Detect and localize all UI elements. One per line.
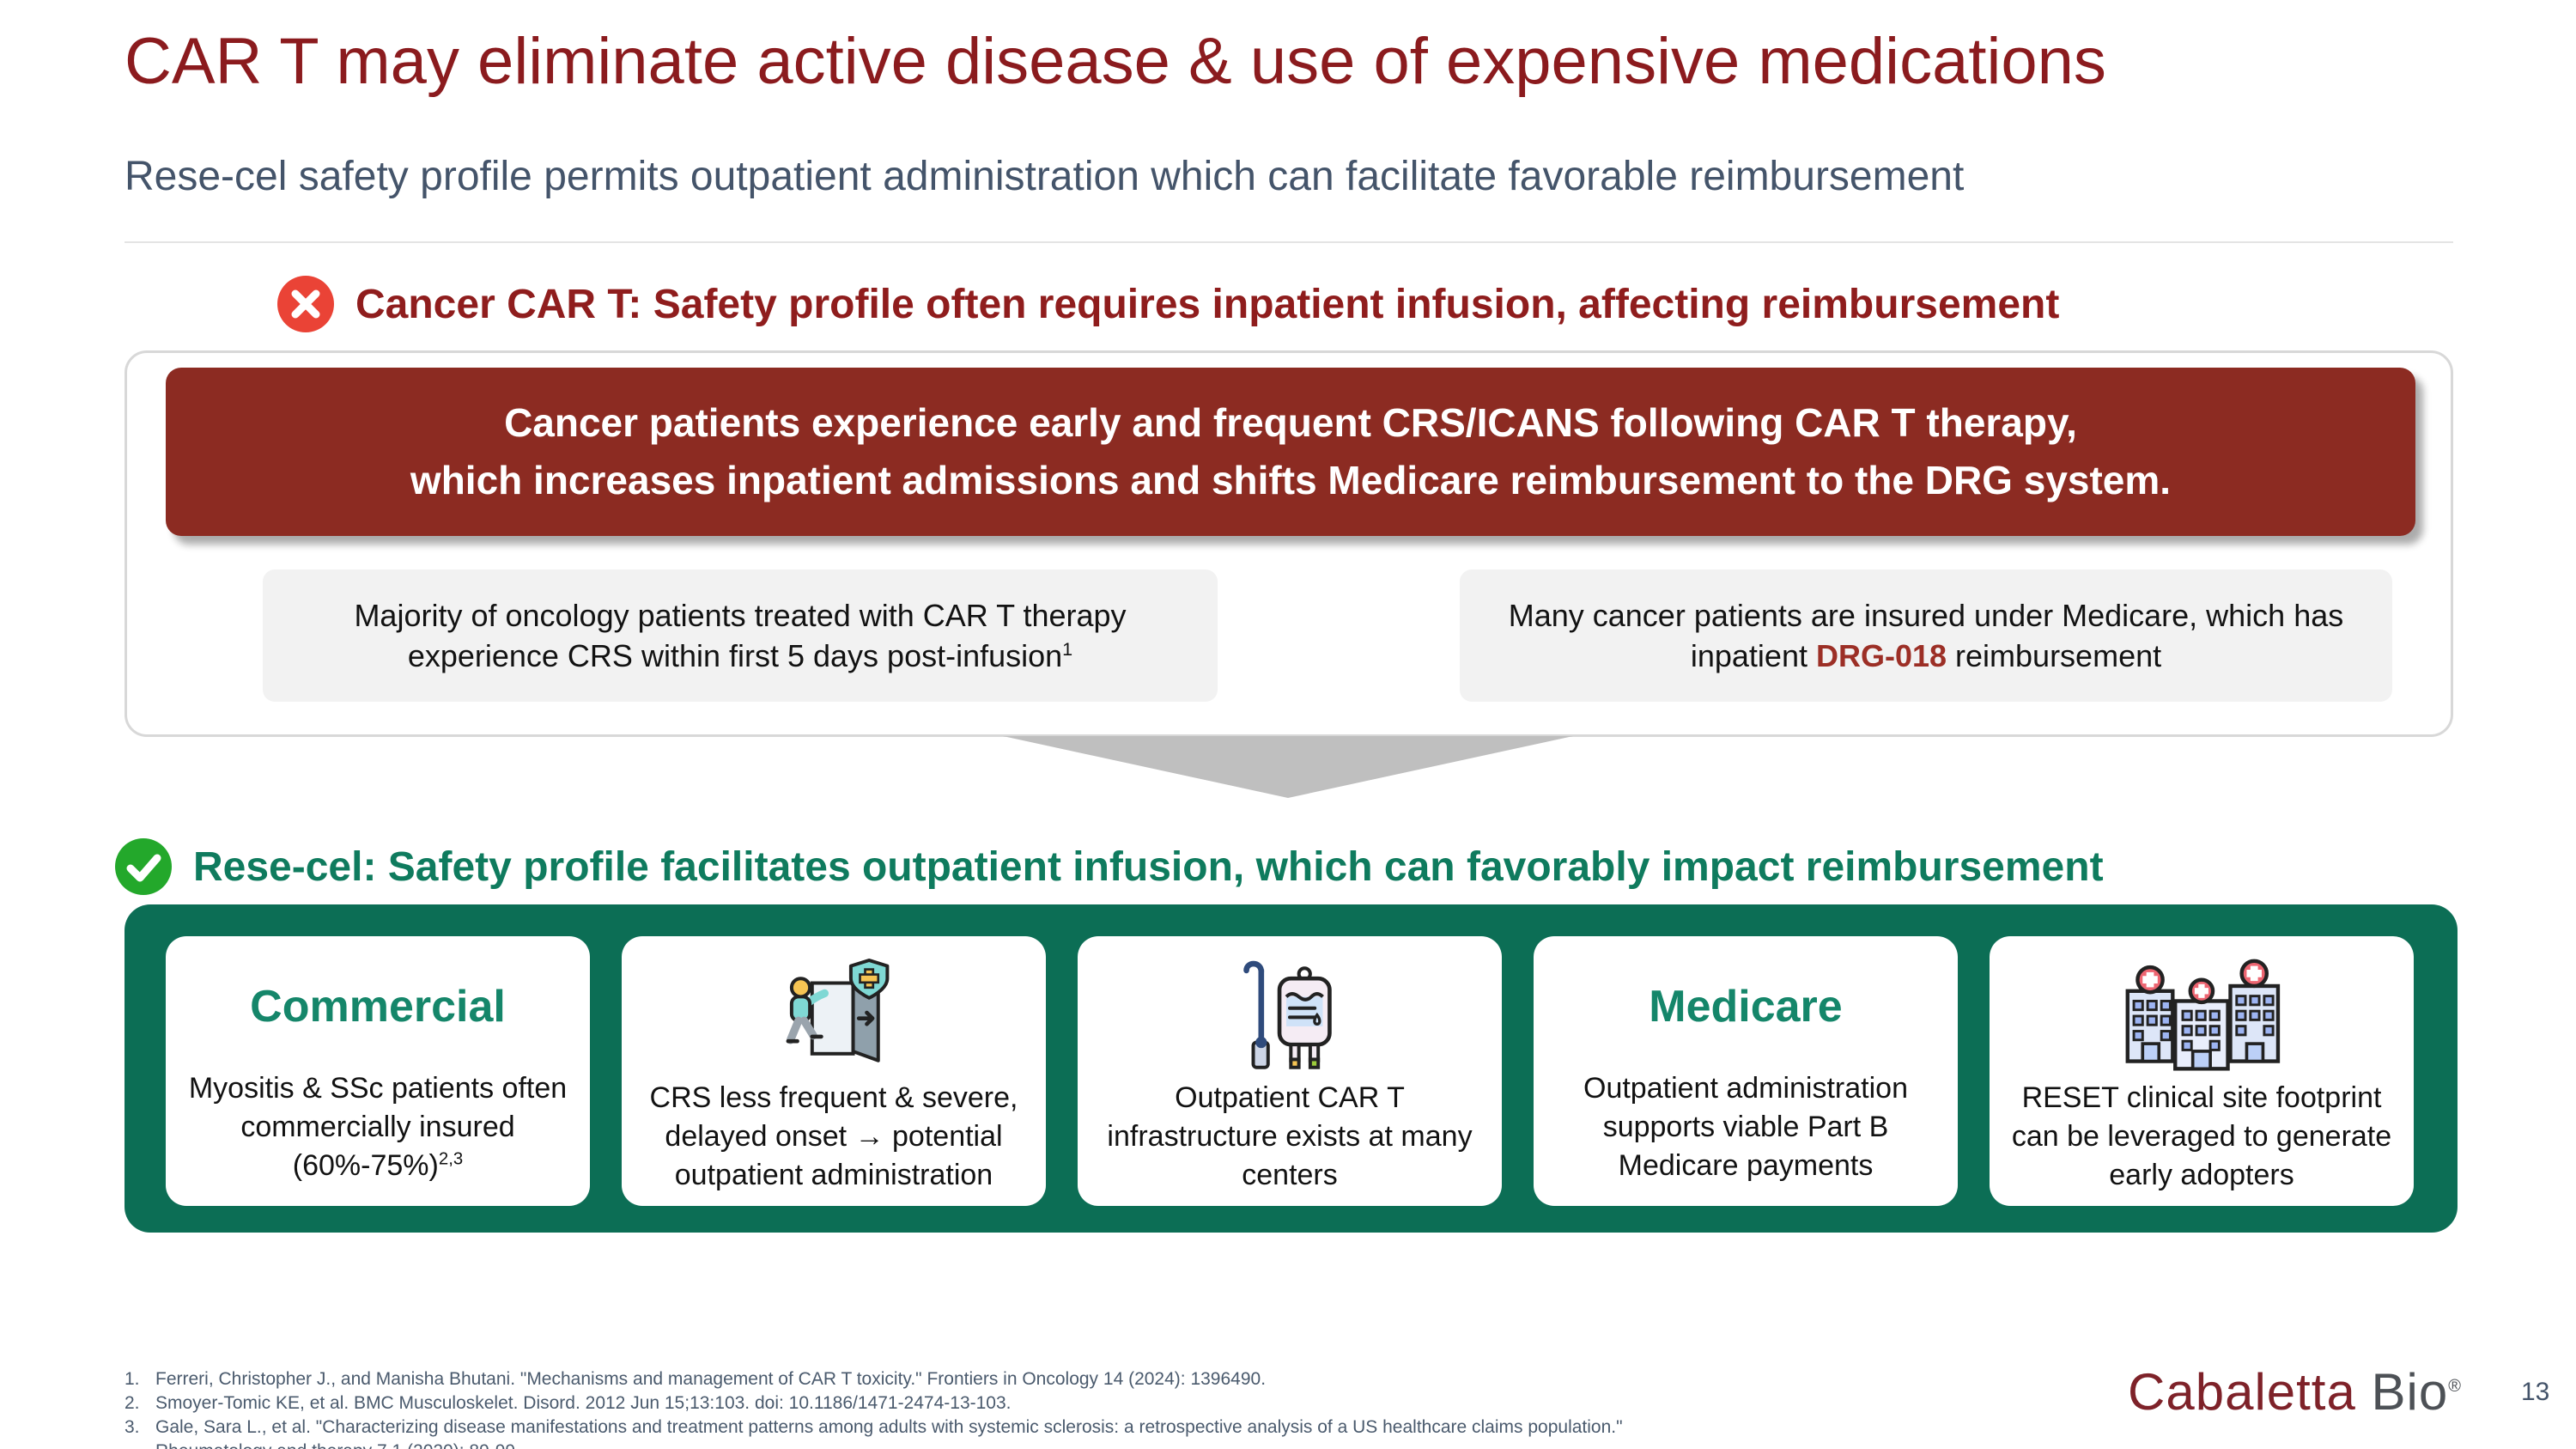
note-crs-timing: Majority of oncology patients treated wi… xyxy=(263,569,1218,702)
hospital-buildings-icon xyxy=(2120,953,2283,1079)
card-medicare-title: Medicare xyxy=(1649,982,1843,1032)
logo-bio: Bio xyxy=(2371,1363,2449,1421)
inpatient-panel: Cancer patients experience early and fre… xyxy=(125,350,2453,737)
page-title: CAR T may eliminate active disease & use… xyxy=(125,25,2106,98)
note-medicare-drg-text: Many cancer patients are insured under M… xyxy=(1508,598,2344,673)
page-subtitle: Rese-cel safety profile permits outpatie… xyxy=(125,154,1965,199)
card-commercial: Commercial Myositis & SSc patients often… xyxy=(166,936,590,1206)
banner-line-2: which increases inpatient admissions and… xyxy=(410,458,2172,502)
footnote-ref-1: 1 xyxy=(1062,638,1073,660)
card-reset-sites-body: RESET clinical site footprint can be lev… xyxy=(2011,1081,2392,1191)
card-commercial-title: Commercial xyxy=(250,982,506,1032)
note-crs-timing-text: Majority of oncology patients treated wi… xyxy=(354,598,1127,673)
inpatient-banner: Cancer patients experience early and fre… xyxy=(166,368,2415,536)
company-logo: Cabaletta Bio® xyxy=(2128,1362,2462,1422)
note-medicare-drg: Many cancer patients are insured under M… xyxy=(1460,569,2392,702)
x-circle-icon xyxy=(276,275,335,333)
inpatient-heading: Cancer CAR T: Safety profile often requi… xyxy=(355,281,2060,327)
outpatient-heading: Rese-cel: Safety profile facilitates out… xyxy=(193,843,2104,890)
iv-drip-icon xyxy=(1227,953,1352,1079)
card-medicare: Medicare Outpatient administration suppo… xyxy=(1534,936,1958,1206)
footnote-3: 3. Gale, Sara L., et al. "Characterizing… xyxy=(125,1417,1623,1449)
footnote-2: 2. Smoyer-Tomic KE, et al. BMC Musculosk… xyxy=(125,1393,1012,1413)
footnotes: 1. Ferreri, Christopher J., and Manisha … xyxy=(125,1367,1710,1449)
check-circle-icon xyxy=(114,837,173,896)
registered-mark: ® xyxy=(2448,1377,2462,1396)
card-infrastructure-body: Outpatient CAR T infrastructure exists a… xyxy=(1107,1081,1473,1191)
card-crs-outpatient: CRS less frequent & severe, delayed onse… xyxy=(622,936,1046,1206)
footnote-ref-2-3: 2,3 xyxy=(438,1149,464,1169)
down-arrow xyxy=(1003,736,1573,798)
card-reset-sites: RESET clinical site footprint can be lev… xyxy=(1990,936,2414,1206)
card-infrastructure: Outpatient CAR T infrastructure exists a… xyxy=(1078,936,1502,1206)
card-medicare-body: Outpatient administration supports viabl… xyxy=(1583,1072,1908,1182)
outpatient-section-header: Rese-cel: Safety profile facilitates out… xyxy=(114,837,2104,896)
door-exit-icon xyxy=(771,953,896,1079)
card-commercial-body: Myositis & SSc patients often commercial… xyxy=(188,1072,568,1182)
header-divider xyxy=(125,241,2453,243)
card-crs-outpatient-body: CRS less frequent & severe, delayed onse… xyxy=(649,1081,1018,1191)
footnote-1: 1. Ferreri, Christopher J., and Manisha … xyxy=(125,1369,1267,1389)
page-number: 13 xyxy=(2521,1378,2550,1406)
drg-code: DRG-018 xyxy=(1815,638,1947,673)
banner-line-1: Cancer patients experience early and fre… xyxy=(504,400,2077,445)
outpatient-band: Commercial Myositis & SSc patients often… xyxy=(125,904,2458,1233)
logo-cabaletta: Cabaletta xyxy=(2128,1363,2356,1421)
inpatient-section-header: Cancer CAR T: Safety profile often requi… xyxy=(276,275,2059,333)
